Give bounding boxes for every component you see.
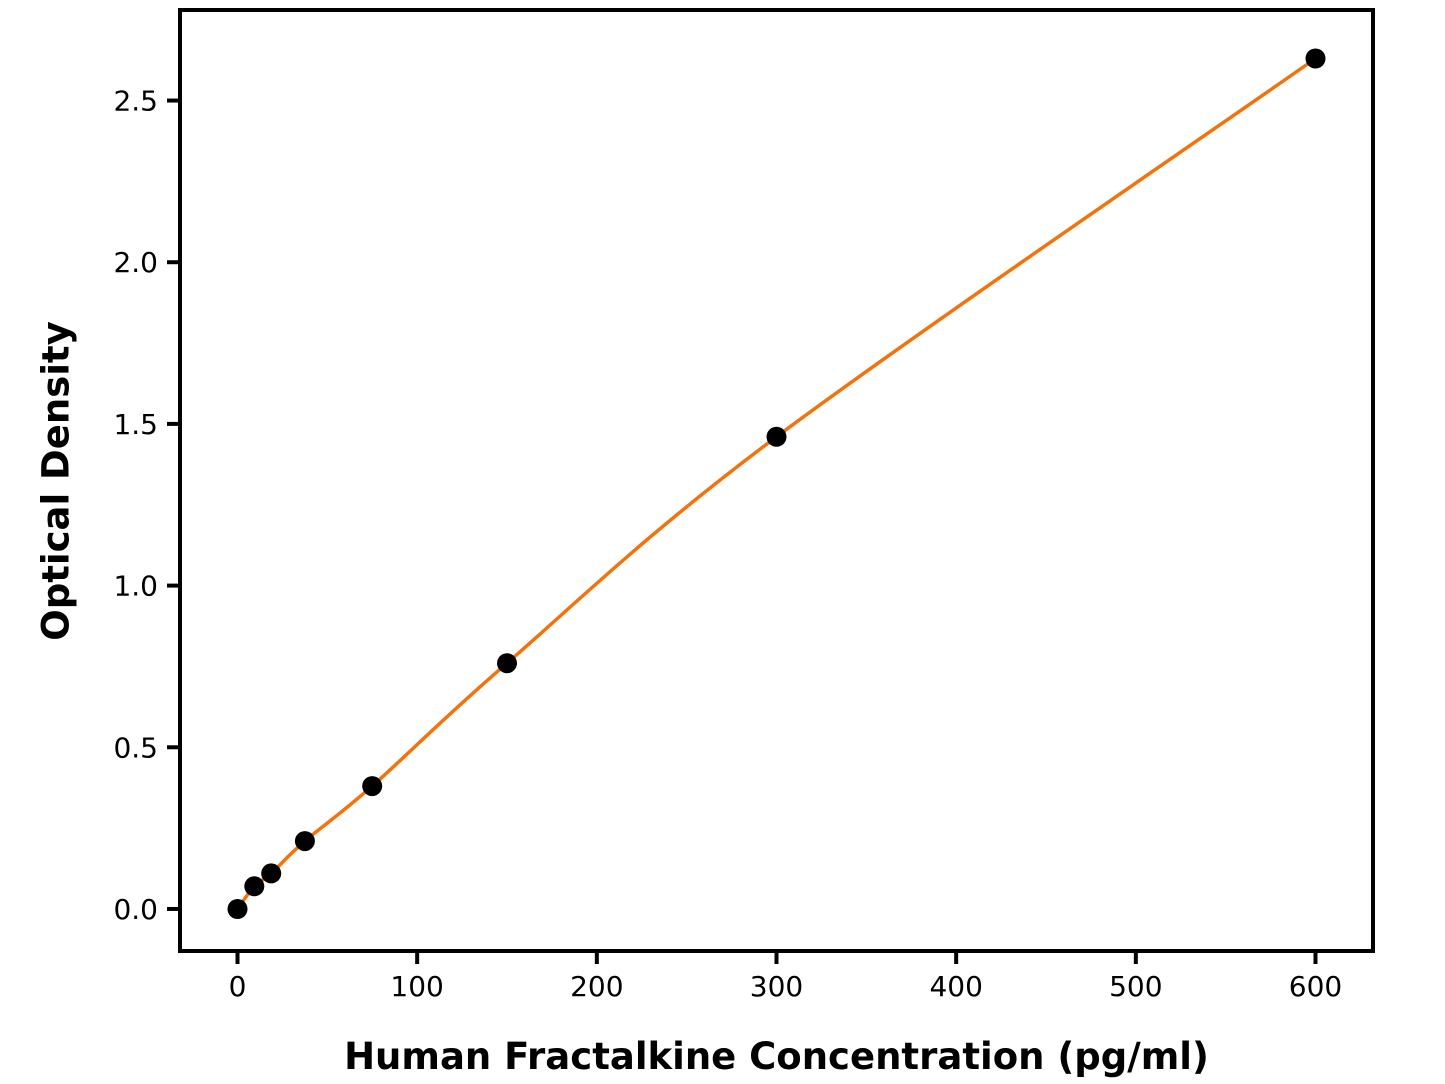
y-tick-label: 2.5 [113, 85, 158, 118]
x-tick-label: 500 [1109, 970, 1162, 1003]
x-tick-label: 400 [929, 970, 982, 1003]
x-tick-label: 600 [1289, 970, 1342, 1003]
y-axis-title: Optical Density [34, 321, 78, 641]
y-tick-label: 0.5 [113, 731, 158, 764]
x-axis-title: Human Fractalkine Concentration (pg/ml) [344, 1035, 1209, 1078]
x-tick-label: 100 [390, 970, 443, 1003]
data-point [244, 876, 265, 897]
data-point [261, 863, 282, 884]
y-tick-label: 2.0 [113, 246, 158, 279]
data-point [497, 653, 517, 674]
data-point [362, 776, 383, 797]
data-point [227, 899, 248, 919]
data-point [1305, 48, 1326, 69]
x-tick-label: 0 [229, 970, 247, 1003]
axes-spines [178, 8, 1375, 953]
x-tick-label: 200 [570, 970, 623, 1003]
y-tick-label: 1.0 [113, 570, 158, 603]
data-point [766, 426, 787, 447]
fitted-curve [235, 56, 1318, 911]
x-tick-label: 300 [750, 970, 803, 1003]
y-tick-label: 0.0 [113, 893, 158, 926]
data-point [294, 831, 315, 852]
y-tick-label: 1.5 [113, 408, 158, 441]
